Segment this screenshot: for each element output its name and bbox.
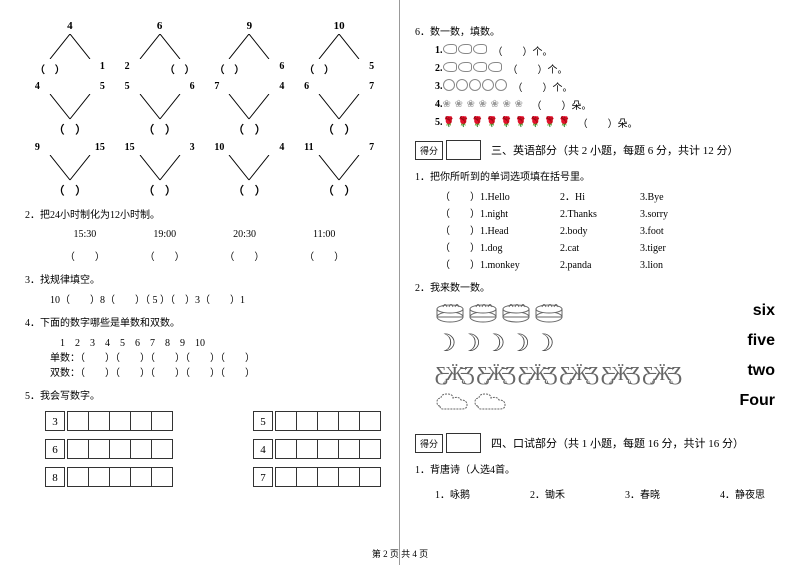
eng-q2-title: 2．我来数一数。 <box>415 279 785 294</box>
num-start: 6 <box>45 439 65 459</box>
count-item: 5. 🌹🌹🌹🌹🌹🌹🌹🌹🌹（ ）朵。 <box>435 115 785 130</box>
tree-right: 6 <box>279 61 284 76</box>
left-column: 4 （ ） 1 6 2 （ ） 9 （ ） 6 10 （ ） 5 4 5 <box>0 0 400 565</box>
eng-line: （ ）1.dog2.cat3.tiger <box>440 239 785 254</box>
eng-line: （ ）1.Head2.body3.foot <box>440 222 785 237</box>
eng-line: （ ）1.monkey2.panda3.lion <box>440 256 785 271</box>
count-item: 4. （ ）朵。 <box>435 97 785 112</box>
cake-row <box>435 299 765 324</box>
eng-line: （ ）1.Hello2．Hi3.Bye <box>440 188 785 203</box>
score-cell <box>446 140 481 160</box>
tree-right: 5 <box>369 61 374 76</box>
count-item: 2. （ ）个。 <box>435 61 785 76</box>
count-item: 1. （ ）个。 <box>435 43 785 58</box>
tree-top: 4 <box>35 20 105 32</box>
tree-left: （ ） <box>214 61 244 76</box>
eng-q1-title: 1．把你所听到的单词选项填在括号里。 <box>415 168 785 183</box>
moon-row: ☽☽☽☽☽ <box>435 329 765 358</box>
poem-list: 1．咏鹅 2．锄禾 3．春晓 4．静夜思 <box>435 486 765 501</box>
tree-left: （ ） <box>35 61 65 76</box>
tree-left: 9 <box>35 142 40 153</box>
tree-merge-row: 45 （ ） 56 （ ） 74 （ ） 67 （ ） <box>25 81 384 137</box>
tree-right: 4 <box>279 81 284 92</box>
q4-nums: 1 2 3 4 5 6 7 8 9 10 <box>60 334 384 349</box>
num-start: 3 <box>45 411 65 431</box>
poem-item: 3．春晓 <box>625 486 660 501</box>
cloud-row <box>435 391 765 413</box>
tree-merge: 56 （ ） <box>125 81 195 137</box>
tree-left: 5 <box>125 81 130 92</box>
score-cell <box>446 433 481 453</box>
poem-item: 1．咏鹅 <box>435 486 470 501</box>
butterfly-icon: Ƹ̵̡Ӝ̵̨̄Ʒ <box>435 363 474 386</box>
count-item: 3. （ ）个。 <box>435 79 785 94</box>
poem-item: 2．锄禾 <box>530 486 565 501</box>
q4-title: 4．下面的数字哪些是单数和双数。 <box>25 314 384 329</box>
score-box: 得分 三、英语部分（共 2 小题，每题 6 分，共计 12 分） <box>415 140 785 160</box>
tree-merge: 45 （ ） <box>35 81 105 137</box>
tree-merge: 67 （ ） <box>304 81 374 137</box>
num-start: 5 <box>253 411 273 431</box>
eng-words: six five two Four <box>739 290 775 422</box>
num-start: 4 <box>253 439 273 459</box>
tree-top: 6 <box>125 20 195 32</box>
tree-split: 10 （ ） 5 <box>304 20 374 76</box>
tree-left: （ ） <box>304 61 334 76</box>
tree-split-row: 4 （ ） 1 6 2 （ ） 9 （ ） 6 10 （ ） 5 <box>25 20 384 76</box>
moon-icon: ☽ <box>435 329 457 358</box>
tree-top: 9 <box>214 20 284 32</box>
score-label: 得分 <box>415 434 443 453</box>
eng-word: Four <box>739 392 775 410</box>
tree-left: 7 <box>214 81 219 92</box>
tree-right: 7 <box>369 81 374 92</box>
score-label: 得分 <box>415 141 443 160</box>
poem-title: 1．背唐诗（人选4首。 <box>415 461 785 476</box>
q4-odd: 单数：（ ）（ ）（ ）（ ）（ ） <box>50 349 384 364</box>
right-column: 6．数一数，填数。 1. （ ）个。 2. （ ）个。 3. （ ）个。 4. （ ）… <box>400 0 800 565</box>
tree-right: 6 <box>190 81 195 92</box>
section4-title: 四、口试部分（共 1 小题，每题 16 分，共计 16 分） <box>491 435 744 451</box>
tree-left: 4 <box>35 81 40 92</box>
eng-word: five <box>739 332 775 350</box>
num-start: 8 <box>45 467 65 487</box>
eng-word: six <box>739 302 775 320</box>
q5-title: 5．我会写数字。 <box>25 387 384 402</box>
poem-item: 4．静夜思 <box>720 486 765 501</box>
tree-merge: 74 （ ） <box>214 81 284 137</box>
tree-split: 6 2 （ ） <box>125 20 195 76</box>
tree-right: （ ） <box>165 61 195 76</box>
section3-title: 三、英语部分（共 2 小题，每题 6 分，共计 12 分） <box>491 142 739 158</box>
q6-title: 6．数一数，填数。 <box>415 23 785 38</box>
eng-word: two <box>739 362 775 380</box>
tree-split: 4 （ ） 1 <box>35 20 105 76</box>
score-box: 得分 四、口试部分（共 1 小题，每题 16 分，共计 16 分） <box>415 433 785 453</box>
tree-top: 10 <box>304 20 374 32</box>
eng-line: （ ）1.night2.Thanks3.sorry <box>440 205 785 220</box>
butterfly-row: Ƹ̵̡Ӝ̵̨̄ƷƸ̵̡Ӝ̵̨̄ƷƸ̵̡Ӝ̵̨̄ƷƸ̵̡Ӝ̵̨̄ƷƸ̵̡Ӝ̵̨̄Ʒ… <box>435 363 765 386</box>
tree-left: 6 <box>304 81 309 92</box>
tree-left: 2 <box>125 61 130 76</box>
q4-even: 双数：（ ）（ ）（ ）（ ）（ ） <box>50 364 384 379</box>
tree-right: 5 <box>100 81 105 92</box>
page-footer: 第 2 页 共 4 页 <box>0 547 800 560</box>
num-start: 7 <box>253 467 273 487</box>
tree-right: 1 <box>100 61 105 76</box>
tree-split: 9 （ ） 6 <box>214 20 284 76</box>
